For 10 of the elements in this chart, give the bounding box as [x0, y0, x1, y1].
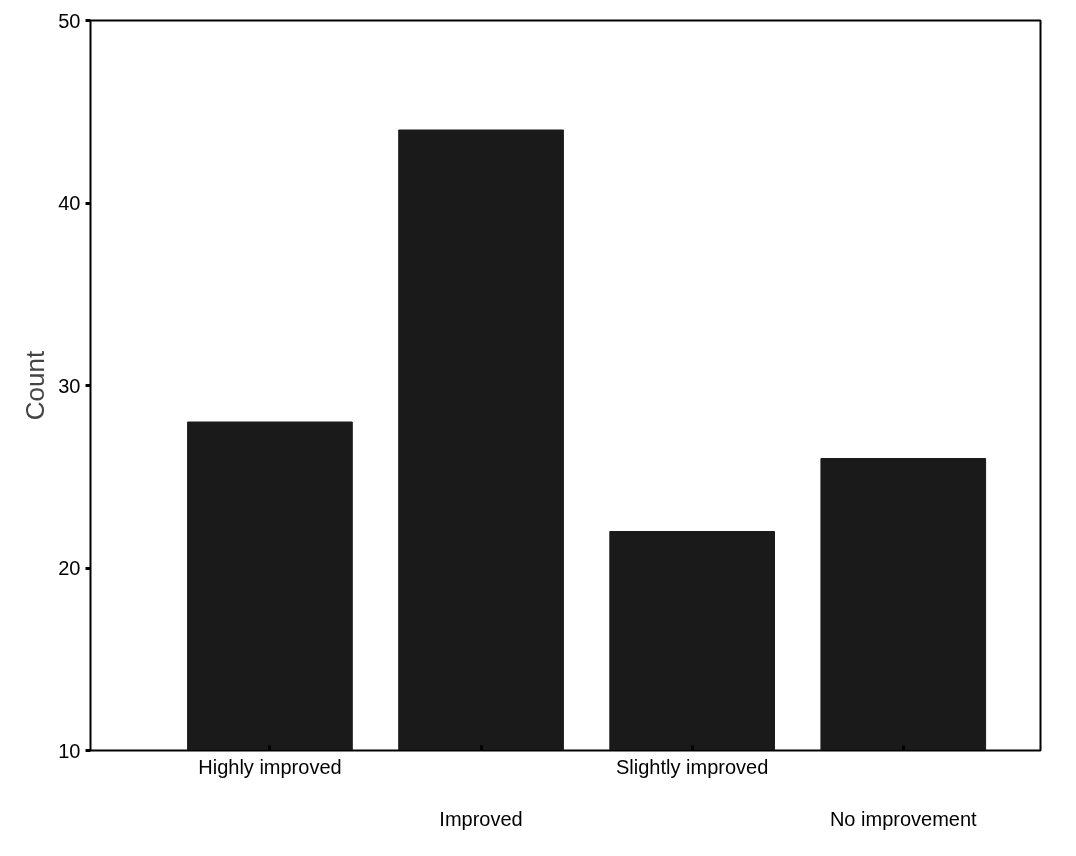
y-tick-label: 30 [58, 374, 81, 397]
x-tick-label: No improvement [829, 808, 978, 831]
y-tick-label: 10 [58, 739, 81, 762]
x-tick-label: Slightly improved [616, 755, 769, 778]
y-tick-label: 40 [58, 192, 81, 214]
y-tick-label: 50 [58, 9, 81, 32]
y-axis-title: Count [20, 350, 51, 421]
y-tick-label: 20 [58, 557, 81, 579]
x-tick-label: Highly improved [198, 755, 342, 778]
x-tick-label: Improved [439, 808, 523, 831]
